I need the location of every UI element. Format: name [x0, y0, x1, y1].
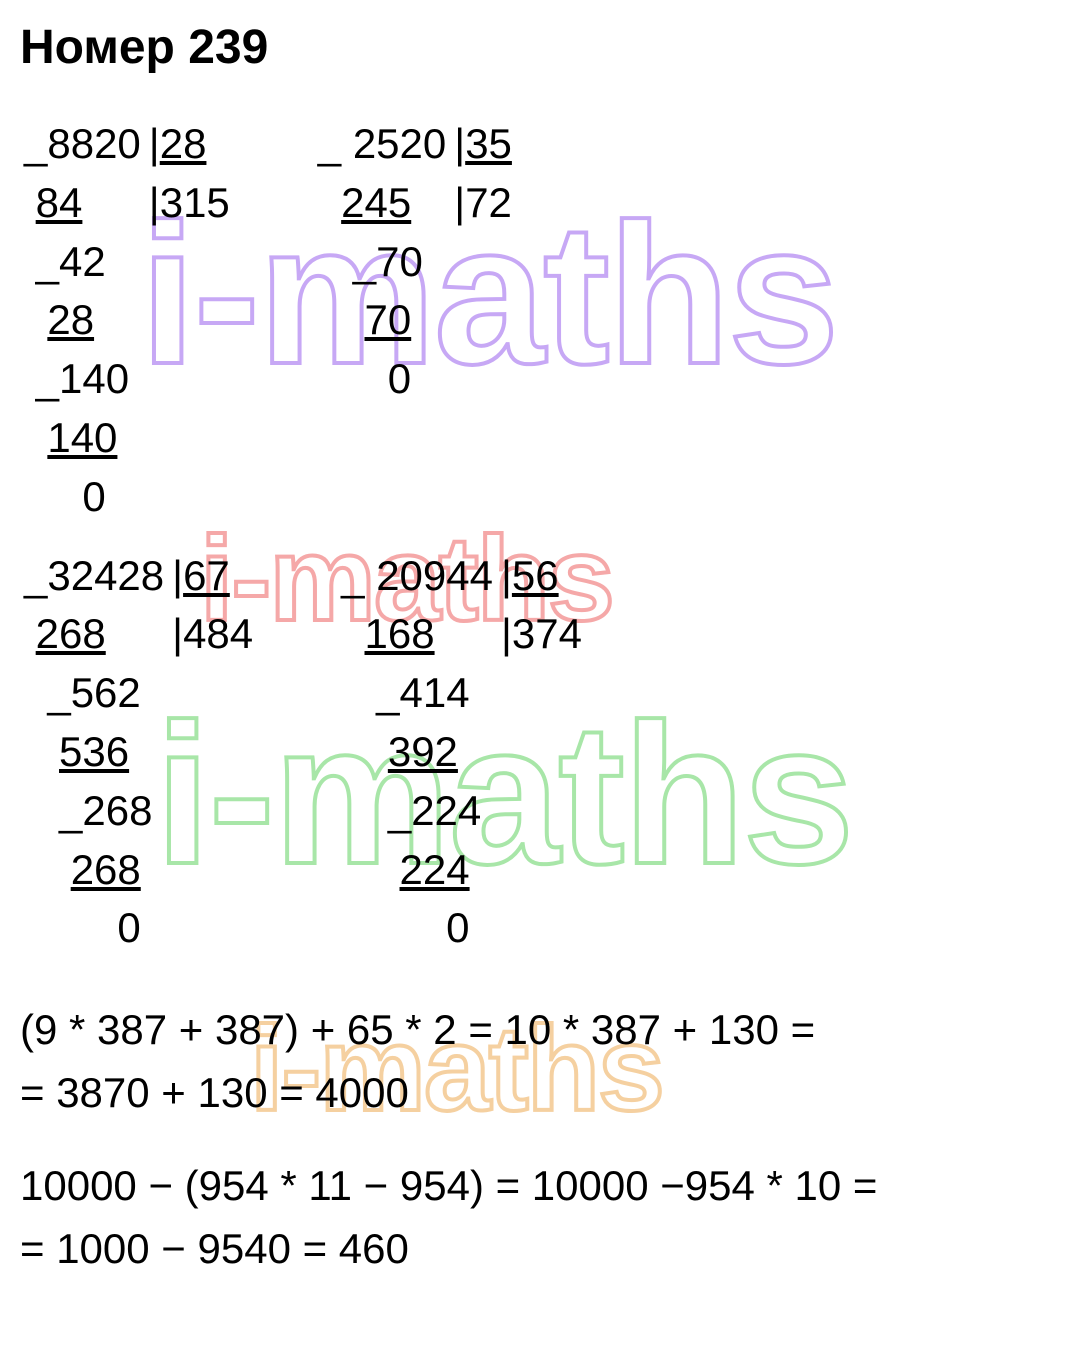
page-title: Номер 239: [20, 20, 1060, 75]
equations-block: (9 * 387 + 387) + 65 * 2 = 10 * 387 + 13…: [20, 998, 1060, 1280]
equation-2-line-1: 10000 − (954 * 11 − 954) = 10000 −954 * …: [20, 1154, 1060, 1217]
division-2: _ 2520 |35 245 |72 _70 70 0: [314, 115, 516, 527]
division-1: _8820 |28 84 |315 _42 28 _140 140 0: [20, 115, 234, 527]
content-area: _8820 |28 84 |315 _42 28 _140 140 0 _ 25…: [20, 115, 1060, 1280]
division-row-1: _8820 |28 84 |315 _42 28 _140 140 0 _ 25…: [20, 115, 1060, 527]
equation-1-line-1: (9 * 387 + 387) + 65 * 2 = 10 * 387 + 13…: [20, 998, 1060, 1061]
division-4: _ 20944 |56 168 |374 _414 392 _224 224 0: [337, 547, 586, 959]
division-row-2: _32428 |67 268 |484 _562 536 _268 268 0: [20, 547, 1060, 959]
equation-2-line-2: = 1000 − 9540 = 460: [20, 1217, 1060, 1280]
equation-1-line-2: = 3870 + 130 = 4000: [20, 1061, 1060, 1124]
division-3: _32428 |67 268 |484 _562 536 _268 268 0: [20, 547, 257, 959]
